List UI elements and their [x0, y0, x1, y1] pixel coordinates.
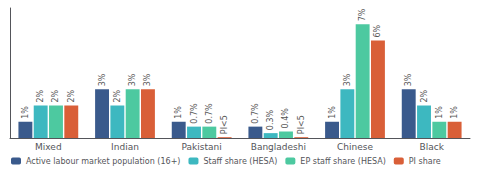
svg-text:2%: 2%: [113, 89, 122, 102]
svg-text:PI<5: PI<5: [297, 115, 306, 134]
svg-text:1%: 1%: [435, 106, 444, 119]
svg-text:Staff share (HESA): Staff share (HESA): [203, 157, 277, 166]
svg-text:3%: 3%: [128, 73, 137, 86]
svg-text:PI<5: PI<5: [220, 115, 229, 134]
svg-text:0.7%: 0.7%: [251, 103, 260, 124]
svg-text:3%: 3%: [343, 73, 352, 86]
svg-text:2%: 2%: [36, 89, 45, 102]
svg-text:PI share: PI share: [409, 157, 441, 166]
svg-text:Indian: Indian: [111, 142, 139, 152]
svg-text:3%: 3%: [143, 73, 152, 86]
svg-text:Chinese: Chinese: [337, 142, 373, 152]
svg-text:0.7%: 0.7%: [190, 103, 199, 124]
svg-text:Mixed: Mixed: [35, 142, 62, 152]
svg-text:1%: 1%: [21, 106, 30, 119]
svg-text:1%: 1%: [450, 106, 459, 119]
svg-text:1%: 1%: [328, 106, 337, 119]
svg-text:EP staff share (HESA): EP staff share (HESA): [300, 157, 385, 166]
svg-text:Pakistani: Pakistani: [182, 142, 222, 152]
svg-text:Active labour market populatio: Active labour market population (16+): [26, 157, 180, 166]
svg-text:1%: 1%: [174, 106, 183, 119]
svg-text:6%: 6%: [373, 24, 382, 37]
svg-text:3%: 3%: [404, 73, 413, 86]
svg-text:2%: 2%: [67, 89, 76, 102]
svg-text:7%: 7%: [358, 8, 367, 21]
svg-text:0.4%: 0.4%: [281, 108, 290, 129]
svg-text:Black: Black: [419, 142, 444, 152]
svg-text:2%: 2%: [420, 89, 429, 102]
svg-text:0.7%: 0.7%: [205, 103, 214, 124]
svg-text:3%: 3%: [98, 73, 107, 86]
svg-text:2%: 2%: [51, 89, 60, 102]
svg-text:0.3%: 0.3%: [266, 109, 275, 130]
svg-text:Bangladeshi: Bangladeshi: [251, 142, 306, 152]
